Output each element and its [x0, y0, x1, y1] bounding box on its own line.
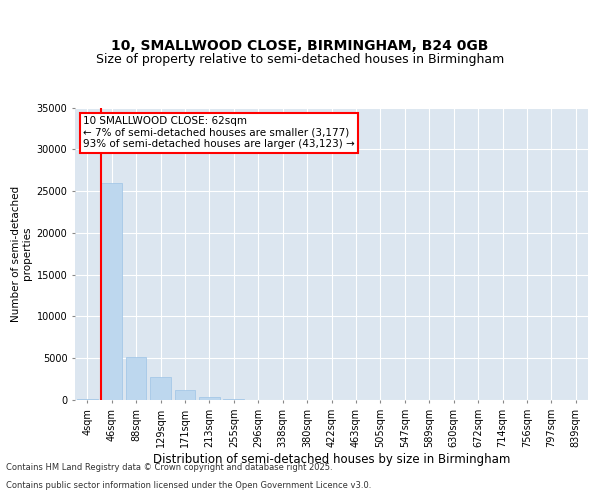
- Bar: [77, 398, 98, 400]
- Bar: [175, 390, 196, 400]
- Bar: [199, 397, 220, 400]
- Text: Size of property relative to semi-detached houses in Birmingham: Size of property relative to semi-detach…: [96, 53, 504, 66]
- Text: Contains public sector information licensed under the Open Government Licence v3: Contains public sector information licen…: [6, 481, 371, 490]
- Bar: [125, 356, 146, 400]
- Bar: [150, 378, 171, 400]
- Y-axis label: Number of semi-detached
properties: Number of semi-detached properties: [11, 186, 32, 322]
- Text: 10, SMALLWOOD CLOSE, BIRMINGHAM, B24 0GB: 10, SMALLWOOD CLOSE, BIRMINGHAM, B24 0GB: [112, 38, 488, 52]
- Bar: [101, 182, 122, 400]
- Bar: [223, 399, 244, 400]
- X-axis label: Distribution of semi-detached houses by size in Birmingham: Distribution of semi-detached houses by …: [153, 452, 510, 466]
- Text: 10 SMALLWOOD CLOSE: 62sqm
← 7% of semi-detached houses are smaller (3,177)
93% o: 10 SMALLWOOD CLOSE: 62sqm ← 7% of semi-d…: [83, 116, 355, 150]
- Text: Contains HM Land Registry data © Crown copyright and database right 2025.: Contains HM Land Registry data © Crown c…: [6, 464, 332, 472]
